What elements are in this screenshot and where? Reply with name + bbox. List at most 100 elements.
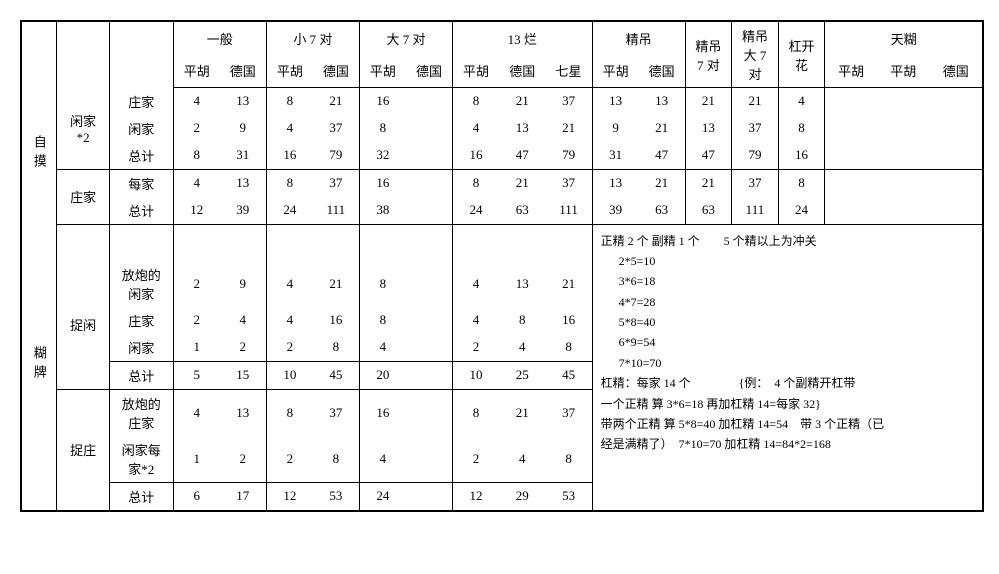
cell: 13: [639, 88, 686, 115]
cell: [406, 361, 453, 389]
sub-deguo: 德国: [499, 54, 546, 87]
cell: 79: [546, 142, 593, 170]
cell: 2: [220, 334, 267, 362]
cell: 111: [313, 197, 360, 225]
cell: 8: [266, 389, 313, 436]
cell: 24: [359, 482, 406, 510]
rowlabel-xian: 闲家: [109, 115, 173, 142]
cell: 21: [546, 261, 593, 307]
cell: 15: [220, 361, 267, 389]
cell: 5: [173, 361, 220, 389]
cell: 63: [639, 197, 686, 225]
cell: 111: [546, 197, 593, 225]
cell: 12: [266, 482, 313, 510]
note-line: 杠精：每家 14 个 {例： 4 个副精开杠带: [601, 373, 974, 393]
sub-deguo: 德国: [220, 54, 267, 87]
cell: 13: [685, 115, 732, 142]
cell: 31: [220, 142, 267, 170]
cell: 13: [499, 115, 546, 142]
cell: [406, 142, 453, 170]
header-row-1: 一般 小 7 对 大 7 对 13 烂 精吊 精吊 7 对 精吊 大 7 对 杠…: [22, 22, 982, 54]
cell: 2: [452, 436, 499, 483]
row-zimo-xian-zhuang: 自摸 闲家 *2 庄家 413 821 16 82137 1313 21 21 …: [22, 88, 982, 115]
cell: 4: [173, 169, 220, 197]
cell: 4: [173, 389, 220, 436]
cell: 21: [499, 389, 546, 436]
cell: 45: [313, 361, 360, 389]
cell: 53: [546, 482, 593, 510]
col-jingdiao7: 精吊 7 对: [685, 22, 732, 88]
cell: 4: [452, 307, 499, 334]
note-line: 带两个正精 算 5*8=40 加杠精 14=54 带 3 个正精（已: [601, 414, 974, 434]
cell: [406, 436, 453, 483]
rowlabel-zhuang: 庄家: [109, 307, 173, 334]
sub-qixing: 七星: [546, 54, 593, 87]
cell: 38: [359, 197, 406, 225]
cell: 2: [266, 436, 313, 483]
col-xiao7dui: 小 7 对: [266, 22, 359, 54]
cell: 8: [313, 436, 360, 483]
cell: 13: [499, 261, 546, 307]
cell: [929, 88, 982, 115]
cell: 2: [220, 436, 267, 483]
cell: 4: [359, 436, 406, 483]
cell: 21: [313, 88, 360, 115]
cell: [406, 334, 453, 362]
rowlabel-meijia: 每家: [109, 169, 173, 197]
notes-block: 正精 2 个 副精 1 个 5 个精以上为冲关 2*5=10 3*6=18 4*…: [592, 224, 982, 510]
row-zimo-zhuang-meijia: 庄家 每家 413 837 16 82137 1321 21 37 8: [22, 169, 982, 197]
cell: 1: [173, 334, 220, 362]
cell: [406, 88, 453, 115]
scoring-table: 一般 小 7 对 大 7 对 13 烂 精吊 精吊 7 对 精吊 大 7 对 杠…: [22, 22, 982, 510]
cell: 8: [266, 169, 313, 197]
note-line: 6*9=54: [601, 332, 974, 352]
cell: [406, 389, 453, 436]
cell: 47: [639, 142, 686, 170]
col-13lan: 13 烂: [452, 22, 592, 54]
rowlabel-zongji: 总计: [109, 142, 173, 170]
rowgroup-zimo: 自摸: [30, 135, 49, 173]
cell: 8: [266, 88, 313, 115]
cell: 37: [732, 115, 779, 142]
cell: 8: [778, 169, 825, 197]
cell: 21: [685, 88, 732, 115]
cell: 2: [173, 261, 220, 307]
cell: 2: [173, 307, 220, 334]
subgroup-zhuangjia: 庄家: [57, 169, 109, 224]
sub-deguo: 德国: [929, 54, 982, 87]
cell: 8: [313, 334, 360, 362]
cell: 4: [452, 261, 499, 307]
cell: 16: [359, 169, 406, 197]
note-line: 2*5=10: [601, 251, 974, 271]
rowlabel-zongji: 总计: [109, 482, 173, 510]
cell: 9: [220, 261, 267, 307]
cell: 12: [452, 482, 499, 510]
cell: 24: [452, 197, 499, 225]
cell: 4: [266, 261, 313, 307]
cell: 8: [778, 115, 825, 142]
subgroup-xianjia-x2: 闲家 *2: [57, 88, 109, 170]
cell: 16: [452, 142, 499, 170]
cell: 37: [313, 115, 360, 142]
col-gangkai: 杠开 花: [778, 22, 825, 88]
cell: 13: [592, 88, 639, 115]
cell: 53: [313, 482, 360, 510]
cell: 4: [220, 307, 267, 334]
col-da7dui: 大 7 对: [359, 22, 452, 54]
cell: 37: [546, 88, 593, 115]
note-line: 5*8=40: [601, 312, 974, 332]
cell: 8: [499, 307, 546, 334]
sub-pinghu: 平胡: [266, 54, 313, 87]
cell: 8: [452, 88, 499, 115]
note-line: 3*6=18: [601, 271, 974, 291]
sub-deguo: 德国: [639, 54, 686, 87]
subgroup-zhuoxian: 捉闲: [57, 261, 109, 390]
note-line: 7*10=70: [601, 353, 974, 373]
cell: 47: [685, 142, 732, 170]
cell: 39: [592, 197, 639, 225]
cell: 8: [546, 334, 593, 362]
cell: 4: [499, 334, 546, 362]
cell: 4: [499, 436, 546, 483]
cell: 6: [173, 482, 220, 510]
cell: 37: [313, 389, 360, 436]
